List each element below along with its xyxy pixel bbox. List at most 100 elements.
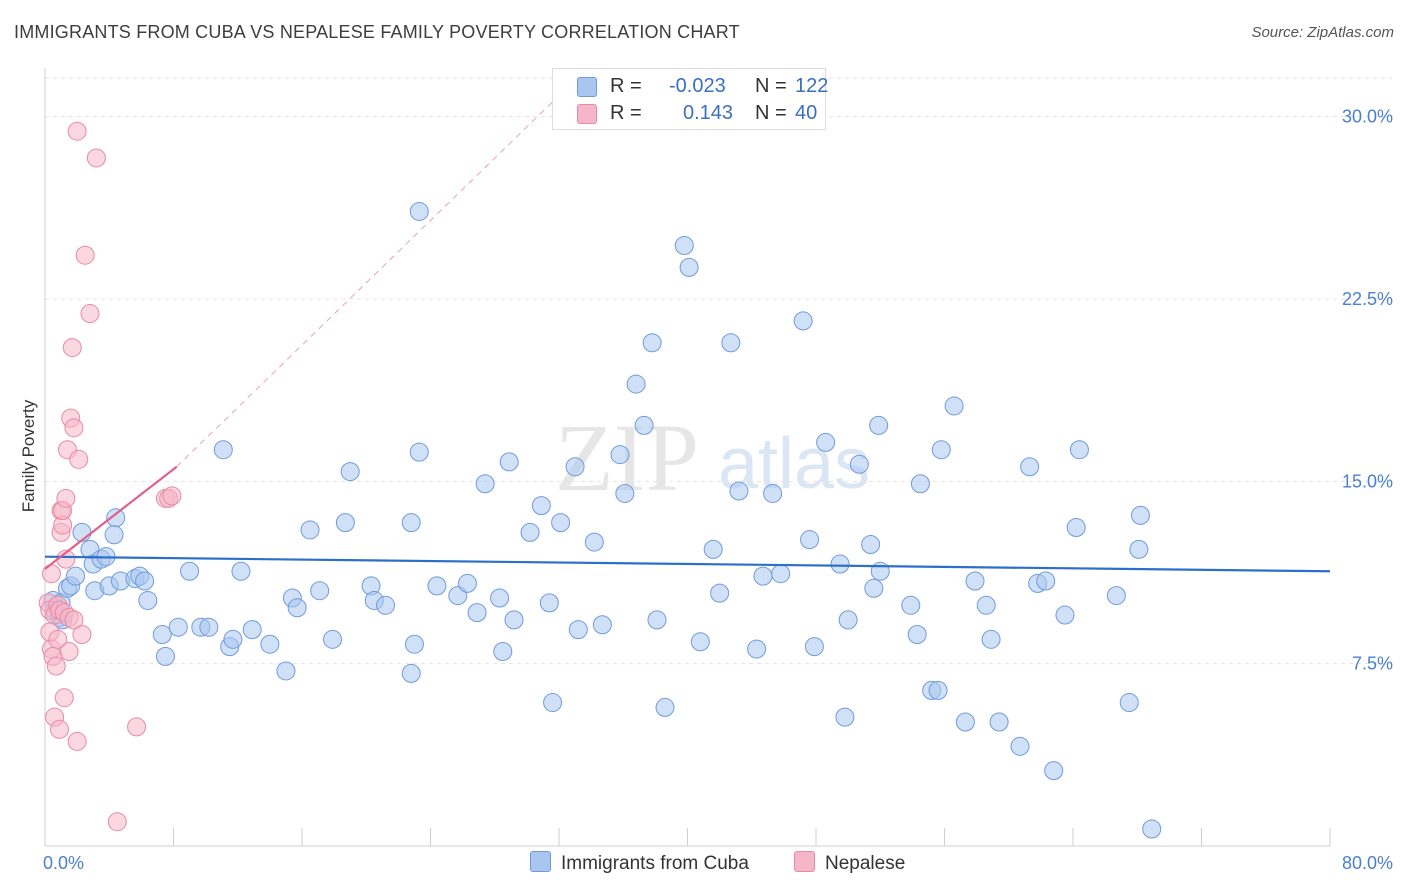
cuba-point — [467, 603, 487, 623]
nepalese-point — [162, 486, 182, 506]
cuba-point — [104, 525, 124, 545]
cuba-point — [168, 617, 188, 637]
cuba-point — [976, 595, 996, 615]
cuba-point — [1130, 505, 1150, 525]
cuba-point — [907, 624, 927, 644]
cuba-point — [401, 663, 421, 683]
cuba-point — [1066, 518, 1086, 538]
cuba-point — [655, 697, 675, 717]
cuba-point — [703, 539, 723, 559]
cuba-point — [490, 588, 510, 608]
cuba-point — [861, 535, 881, 555]
nepalese-point — [107, 812, 127, 832]
cuba-point — [679, 257, 699, 277]
cuba-point — [340, 462, 360, 482]
nepalese-point — [59, 642, 79, 661]
cuba-point — [710, 583, 730, 603]
cuba-point — [404, 634, 424, 654]
nepalese-point — [62, 338, 82, 358]
y-tick-label: 7.5% — [1352, 654, 1393, 674]
cuba-point — [647, 610, 667, 630]
cuba-point — [753, 566, 773, 586]
cuba-point — [955, 712, 975, 732]
cuba-point — [504, 610, 524, 630]
cuba-point — [1129, 539, 1149, 559]
nepalese-point — [54, 688, 74, 708]
cuba-point — [565, 457, 585, 477]
cuba-point — [1106, 586, 1126, 606]
nepalese-point — [86, 148, 106, 168]
nepalese-point — [64, 610, 84, 630]
cuba-point — [944, 396, 964, 416]
legend-cuba-n: 122 — [795, 75, 829, 97]
cuba-point — [335, 513, 355, 533]
x-tick-label-max: 80.0% — [1342, 853, 1393, 873]
legend-r-label: R = — [610, 102, 642, 124]
nepalese-point — [46, 656, 66, 676]
cuba-point — [838, 610, 858, 630]
nepalese-point — [67, 121, 87, 141]
nepalese-point — [49, 719, 69, 739]
nepalese-point — [127, 717, 147, 737]
cuba-point — [928, 680, 948, 700]
cuba-point — [1010, 736, 1030, 756]
cuba-point — [869, 415, 889, 435]
cuba-point — [729, 481, 749, 501]
nepalese-point — [67, 731, 87, 751]
y-axis-label: Family Poverty — [19, 399, 38, 512]
cuba-point — [674, 235, 694, 255]
cuba-point — [427, 576, 447, 596]
bottom-legend-cuba[interactable]: Immigrants from Cuba — [530, 851, 749, 875]
cuba-points — [43, 201, 1162, 839]
cuba-point — [965, 571, 985, 591]
legend-cuba-r: -0.023 — [669, 75, 726, 97]
nepalese-trend-dashed — [176, 79, 576, 468]
cuba-point — [223, 629, 243, 649]
cuba-point — [300, 520, 320, 540]
cuba-point — [910, 474, 930, 494]
cuba-point — [152, 624, 172, 644]
cuba-point — [800, 530, 820, 550]
legend-nepalese-n: 40 — [795, 102, 818, 124]
cuba-trend-line — [44, 555, 1331, 573]
cuba-point — [568, 620, 588, 640]
nepalese-point — [69, 449, 89, 469]
cuba-point — [401, 513, 421, 533]
legend-nepalese-r: 0.143 — [683, 102, 734, 124]
nepalese-point — [75, 245, 95, 265]
cuba-point — [1055, 605, 1075, 625]
cuba-swatch — [577, 77, 597, 97]
cuba-point — [457, 573, 477, 593]
cuba-point — [138, 590, 158, 610]
nepalese-points — [38, 121, 182, 832]
cuba-point — [543, 693, 563, 713]
nepalese-legend-label: Nepalese — [825, 853, 906, 874]
cuba-point — [531, 496, 551, 516]
cuba-point — [72, 522, 92, 542]
cuba-point — [1142, 819, 1162, 839]
cuba-point — [763, 483, 783, 503]
y-tick-label: 30.0% — [1342, 107, 1393, 127]
tick-labels: 7.5% 15.0% 22.5% 30.0% 0.0% 80.0% — [43, 107, 1393, 873]
cuba-point — [213, 440, 233, 460]
y-tick-label: 22.5% — [1342, 289, 1393, 309]
cuba-point — [376, 595, 396, 615]
nepalese-point — [80, 304, 100, 324]
cuba-legend-label: Immigrants from Cuba — [561, 853, 749, 874]
cuba-point — [499, 452, 519, 472]
cuba-point — [615, 483, 635, 503]
cuba-point — [989, 712, 1009, 732]
cuba-point — [864, 578, 884, 598]
cuba-point — [610, 445, 630, 465]
cuba-point — [539, 593, 559, 613]
cuba-point — [242, 620, 262, 640]
cuba-point — [1020, 457, 1040, 477]
cuba-point — [870, 561, 890, 581]
cuba-point — [626, 374, 646, 394]
cuba-point — [1119, 693, 1139, 713]
cuba-point — [793, 311, 813, 331]
nepalese-point — [56, 488, 76, 508]
bottom-legend-nepalese[interactable]: Nepalese — [794, 851, 905, 875]
y-tick-label: 15.0% — [1342, 471, 1393, 491]
